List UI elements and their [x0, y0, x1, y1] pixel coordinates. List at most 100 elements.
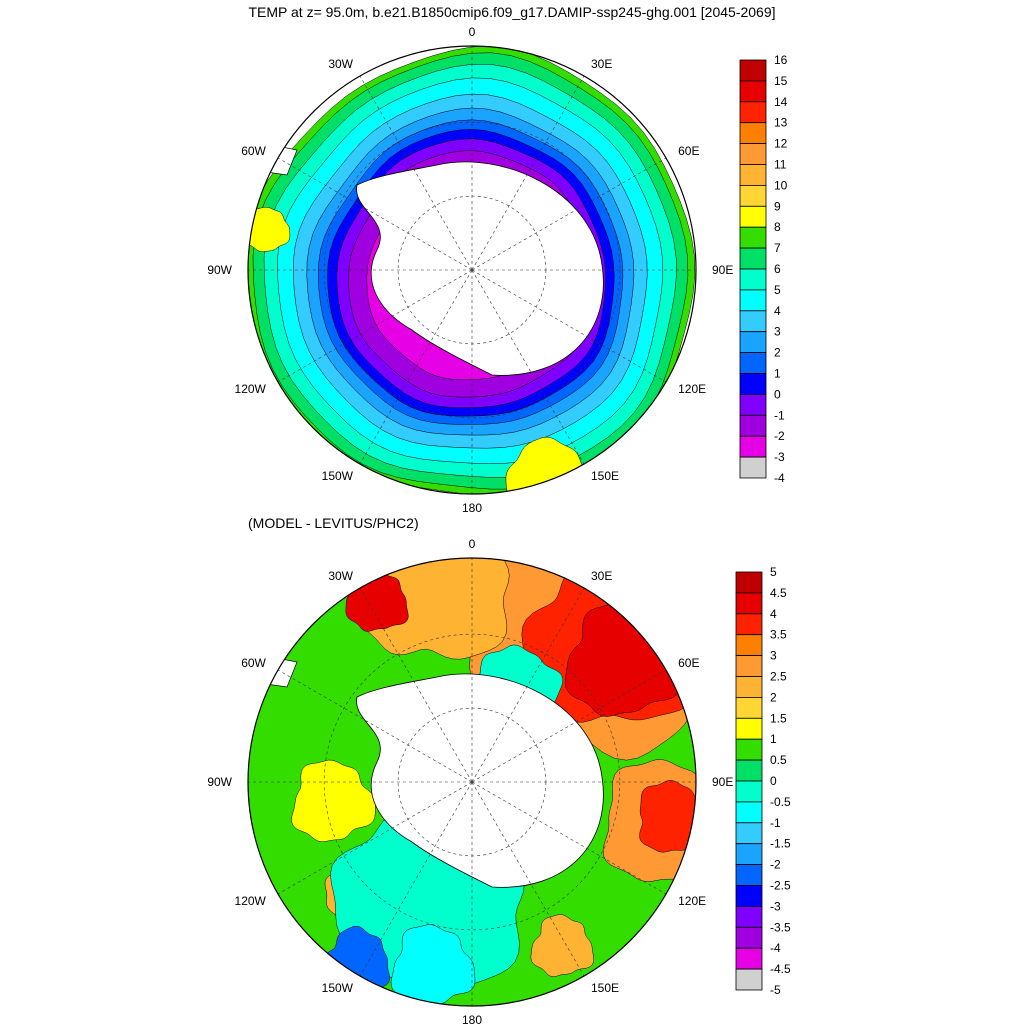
colorbar-swatch — [735, 571, 763, 594]
colorbar-tick-label: -0.5 — [770, 795, 791, 809]
colorbar-tick-label: -2.5 — [770, 879, 791, 893]
colorbar-swatch — [739, 456, 767, 479]
colorbar-swatch — [739, 80, 767, 103]
colorbar-tick-label: 0 — [770, 774, 777, 788]
colorbar-tick-label: -1 — [770, 816, 781, 830]
colorbar-swatch — [735, 864, 763, 886]
colorbar-tick-label: 14 — [774, 95, 788, 109]
colorbar-tick-label: 13 — [774, 116, 788, 130]
colorbar-tick-label: 1 — [774, 367, 781, 381]
colorbar-tick-label: -4 — [774, 471, 785, 485]
colorbar-tick-label: -1 — [774, 408, 785, 422]
colorbar-tick-label: 9 — [774, 199, 781, 213]
colorbar-swatch — [735, 801, 763, 824]
colorbar-swatch — [735, 697, 763, 719]
colorbar-swatch — [739, 143, 767, 165]
colorbar-swatch — [739, 393, 767, 416]
colorbar-swatch — [739, 122, 767, 144]
colorbar-tick-label: 2 — [774, 346, 781, 360]
colorbar-swatch — [739, 414, 767, 437]
colorbar-swatch — [739, 310, 767, 333]
colorbar-tick-label: 4 — [770, 607, 777, 621]
colorbar-tick-label: -5 — [770, 983, 781, 997]
antarctica-landmass — [356, 161, 604, 376]
lon-label: 150W — [322, 981, 354, 995]
colorbar-tick-label: -3 — [770, 899, 781, 913]
colorbar-swatch — [739, 373, 767, 395]
colorbar-tick-label: 8 — [774, 220, 781, 234]
colorbar-tick-label: 0 — [774, 387, 781, 401]
lon-label: 90E — [712, 775, 733, 789]
lon-label: 30E — [591, 57, 612, 71]
colorbar-swatch — [735, 613, 763, 636]
colorbar-swatch — [739, 164, 767, 186]
colorbar-swatch — [739, 352, 767, 374]
colorbar-tick-label: 3.5 — [770, 628, 787, 642]
colorbar-tick-label: 12 — [774, 137, 788, 151]
colorbar-tick-label: -4 — [770, 941, 781, 955]
colorbar-tick-label: -3 — [774, 450, 785, 464]
colorbar-swatch — [739, 331, 767, 354]
colorbar-tick-label: 7 — [774, 241, 781, 255]
lon-label: 60E — [678, 144, 699, 158]
colorbar-tick-label: -2 — [774, 429, 785, 443]
colorbar-tick-label: 6 — [774, 262, 781, 276]
colorbar-swatch — [735, 968, 763, 991]
colorbar-swatch — [735, 947, 763, 970]
colorbar-swatch — [735, 926, 763, 949]
map-border — [247, 45, 697, 495]
lon-label: 60E — [678, 656, 699, 670]
lon-label: 150W — [322, 469, 354, 483]
colorbar-tick-label: 2 — [770, 690, 777, 704]
lon-label: 60W — [241, 144, 266, 158]
lon-label: 0 — [469, 25, 476, 39]
colorbar-swatch — [739, 59, 767, 82]
colorbar: 5 4.5 4 3.5 3 2.5 2 1.5 1 0.5 0 -0.5 -1 -1.5 -2 -2.5 -3 -… — [735, 565, 791, 997]
colorbar-swatch — [735, 738, 763, 761]
colorbar-swatch — [739, 247, 767, 270]
colorbar-swatch — [735, 885, 763, 907]
lon-label: 180 — [462, 1013, 482, 1024]
colorbar-swatch — [735, 843, 763, 866]
colorbar-tick-label: 15 — [774, 74, 788, 88]
colorbar-tick-label: 16 — [774, 53, 788, 67]
colorbar-tick-label: 4.5 — [770, 586, 787, 600]
lon-label: 120E — [678, 382, 706, 396]
map-border — [247, 557, 697, 1007]
colorbar-tick-label: 5 — [770, 565, 777, 579]
colorbar-swatch — [735, 655, 763, 677]
colorbar-swatch — [735, 759, 763, 782]
colorbar-tick-label: 1.5 — [770, 711, 787, 725]
colorbar-swatch — [735, 780, 763, 803]
colorbar-swatch — [739, 268, 767, 291]
colorbar-tick-label: 3 — [774, 325, 781, 339]
polar-map-1: 0 30E 60E 90E 120E 150E 180 150W 120W 90W 60W 30W — [207, 25, 733, 515]
lon-label: 150E — [591, 981, 619, 995]
lon-label: 120W — [235, 382, 267, 396]
lon-label: 30W — [328, 57, 353, 71]
colorbar-swatch — [739, 205, 767, 228]
colorbar-swatch — [739, 435, 767, 458]
colorbar-tick-label: 1 — [770, 732, 777, 746]
antarctica-landmass — [356, 673, 604, 888]
lon-label: 90E — [712, 263, 733, 277]
colorbar-swatch — [735, 906, 763, 928]
graticule — [248, 558, 696, 1006]
lon-label: 180 — [462, 501, 482, 515]
colorbar-swatch — [735, 676, 763, 698]
temperature-field — [248, 46, 696, 494]
lon-label: 90W — [207, 775, 232, 789]
colorbar-tick-label: 10 — [774, 178, 788, 192]
lon-label: 150E — [591, 469, 619, 483]
colorbar-swatch — [739, 226, 767, 249]
difference-subtitle: (MODEL - LEVITUS/PHC2) — [248, 515, 419, 531]
colorbar-tick-label: 5 — [774, 283, 781, 297]
graticule — [248, 46, 696, 494]
colorbar-swatch — [739, 289, 767, 312]
lon-label: 30W — [328, 569, 353, 583]
colorbar-swatch — [735, 717, 763, 740]
colorbar-tick-label: -3.5 — [770, 920, 791, 934]
lon-label: 120W — [235, 894, 267, 908]
